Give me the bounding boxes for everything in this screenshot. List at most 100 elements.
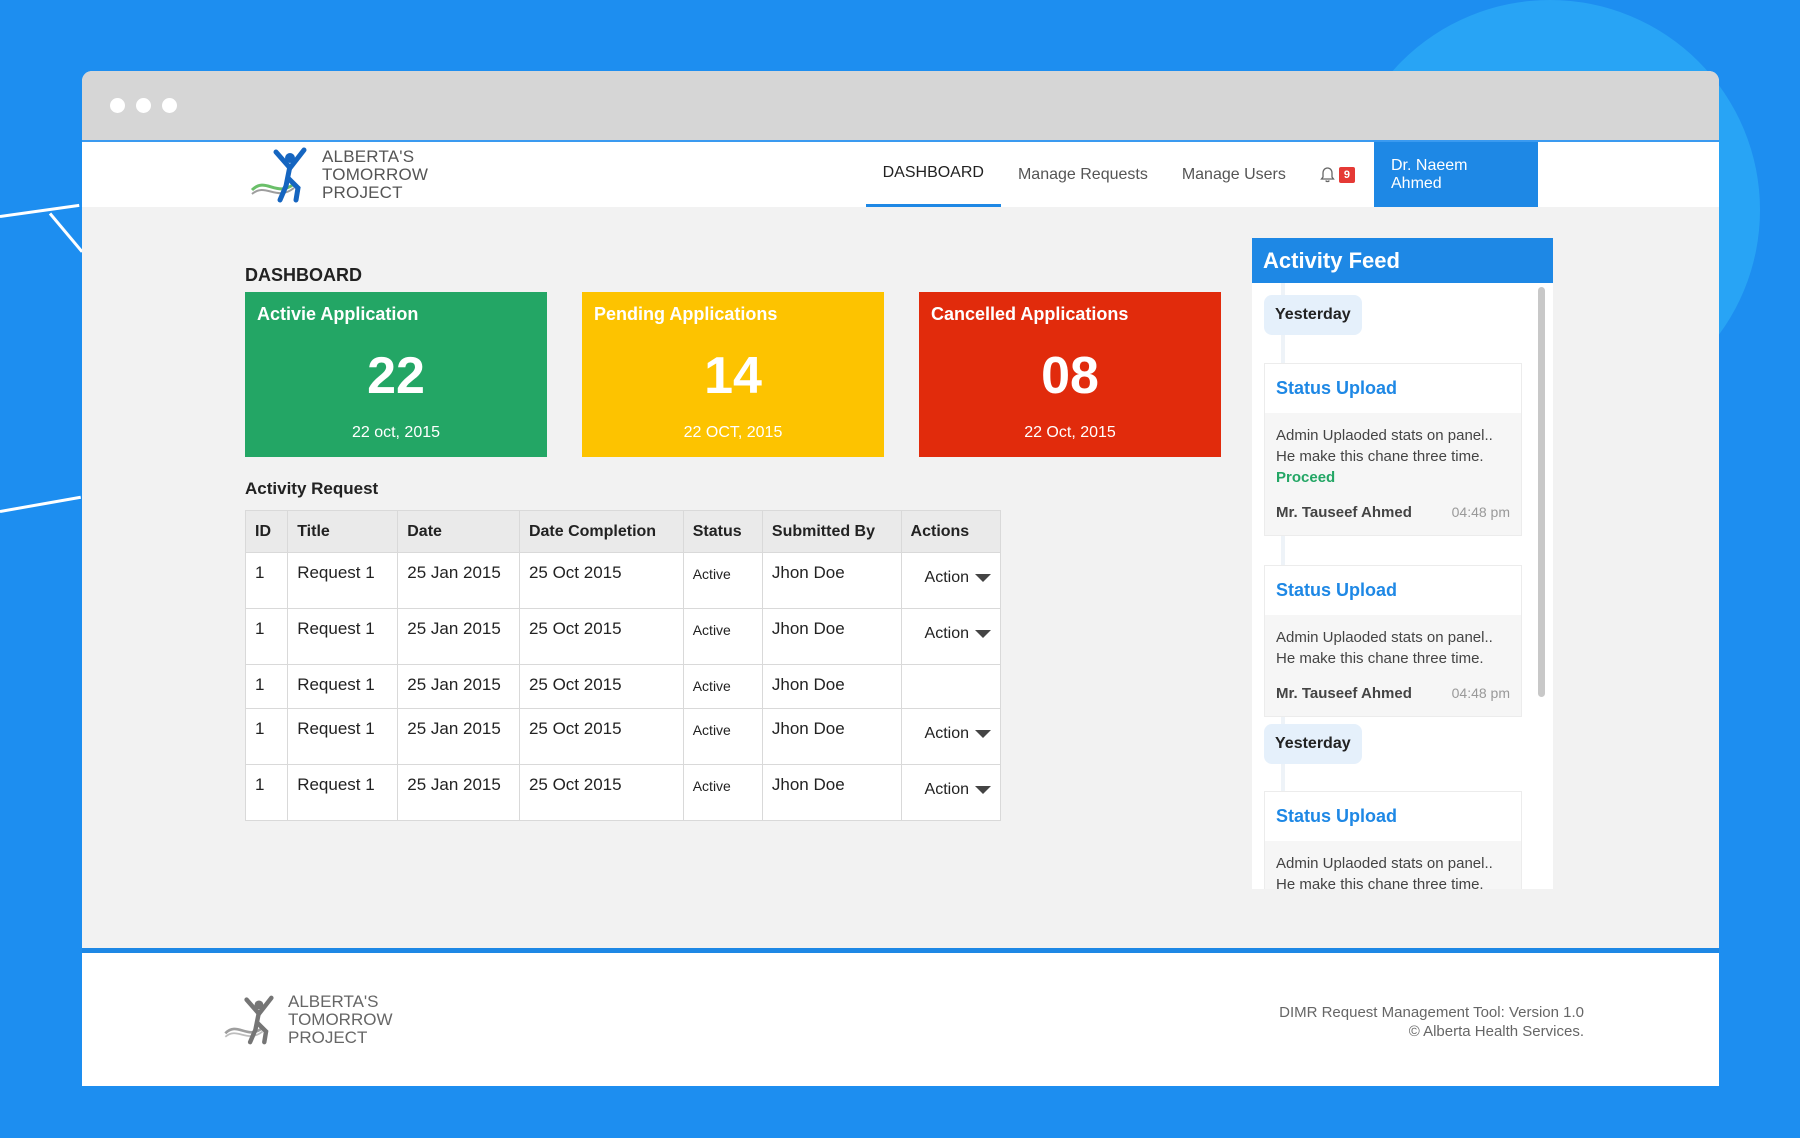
feed-item[interactable]: Status Upload Admin Uplaoded stats on pa… — [1264, 565, 1522, 717]
window-dot[interactable] — [110, 98, 125, 113]
background-line — [0, 495, 82, 513]
logo-line: Project — [322, 183, 403, 202]
nav-manage-requests[interactable]: Manage Requests — [1017, 165, 1148, 183]
chevron-down-icon — [975, 574, 991, 582]
column-header-actions[interactable]: Actions — [900, 510, 1002, 553]
column-header-id[interactable]: ID — [244, 510, 289, 553]
cell-date: 25 Jan 2015 — [397, 708, 520, 765]
app-logo[interactable]: Alberta's Tomorrow Project — [246, 146, 428, 204]
cell-date: 25 Jan 2015 — [397, 664, 520, 709]
feed-item[interactable]: Status Upload Admin Uplaoded stats on pa… — [1264, 791, 1522, 889]
feed-item-text: Admin Uplaoded stats on panel.. — [1276, 855, 1493, 872]
section-title-activity-request: Activity Request — [245, 479, 379, 498]
feed-item-body: Admin Uplaoded stats on panel.. He make … — [1265, 615, 1521, 716]
cell-completion: 25 Oct 2015 — [518, 708, 684, 765]
footer-divider — [82, 948, 1719, 953]
card-pending-applications[interactable]: Pending Applications 14 22 OCT, 2015 — [582, 292, 884, 457]
table-row: 1 Request 1 25 Jan 2015 25 Oct 2015 Acti… — [244, 552, 1002, 609]
cell-completion: 25 Oct 2015 — [518, 664, 684, 709]
window-dot[interactable] — [136, 98, 151, 113]
feed-item-title: Status Upload — [1265, 364, 1521, 413]
cell-id: 1 — [244, 608, 289, 665]
action-label: Action — [924, 625, 969, 642]
footer-copyright: © Alberta Health Services. — [1408, 1023, 1584, 1040]
feed-item-author: Mr. Tauseef Ahmed — [1276, 504, 1412, 521]
action-dropdown[interactable]: Action — [925, 569, 991, 587]
column-header-submitted-by[interactable]: Submitted By — [761, 510, 902, 553]
action-dropdown[interactable]: Action — [925, 625, 991, 643]
cell-status: Active — [682, 552, 763, 609]
activity-feed-panel: Activity Feed Yesterday Status Upload Ad… — [1252, 238, 1553, 889]
card-cancelled-applications[interactable]: Cancelled Applications 08 22 Oct, 2015 — [919, 292, 1221, 457]
feed-item-text: He make this chane three time. — [1276, 448, 1484, 465]
cell-id: 1 — [244, 664, 289, 709]
window-chrome — [82, 71, 1719, 140]
table-row: 1 Request 1 25 Jan 2015 25 Oct 2015 Acti… — [244, 664, 1002, 709]
action-dropdown[interactable]: Action — [925, 781, 991, 799]
column-header-status[interactable]: Status — [682, 510, 763, 553]
column-header-date[interactable]: Date — [397, 510, 520, 553]
table-header-row: ID Title Date Date Completion Status Sub… — [244, 510, 1002, 553]
page-title: DASHBOARD — [245, 265, 362, 285]
activity-feed-list[interactable]: Yesterday Status Upload Admin Uplaoded s… — [1252, 283, 1553, 889]
browser-window: Alberta's Tomorrow Project DASHBOARD Man… — [82, 71, 1719, 1086]
feed-item-body: Admin Uplaoded stats on panel.. He make … — [1265, 841, 1521, 889]
feed-item-status[interactable]: Proceed — [1276, 469, 1336, 486]
cell-actions: Action — [900, 608, 1002, 665]
card-title: Cancelled Applications — [931, 304, 1129, 324]
table-row: 1 Request 1 25 Jan 2015 25 Oct 2015 Acti… — [244, 608, 1002, 665]
nav-manage-users[interactable]: Manage Users — [1181, 165, 1286, 183]
cell-actions: Action — [900, 764, 1002, 821]
card-active-applications[interactable]: Activie Application 22 22 oct, 2015 — [245, 292, 547, 457]
cell-id: 1 — [244, 552, 289, 609]
notifications-button[interactable]: 9 — [1303, 142, 1372, 207]
cell-title: Request 1 — [287, 552, 399, 609]
logo-figure-icon — [250, 147, 307, 203]
column-header-date-completion[interactable]: Date Completion — [518, 510, 684, 553]
cell-id: 1 — [244, 708, 289, 765]
cell-submitted-by: Jhon Doe — [761, 552, 902, 609]
card-value: 14 — [704, 347, 762, 405]
top-header: Alberta's Tomorrow Project DASHBOARD Man… — [82, 140, 1719, 207]
cell-title: Request 1 — [287, 708, 399, 765]
card-date: 22 oct, 2015 — [351, 424, 441, 441]
feed-item-text: He make this chane three time. — [1276, 650, 1484, 667]
cell-submitted-by: Jhon Doe — [761, 608, 902, 665]
action-label: Action — [924, 569, 969, 586]
column-header-title[interactable]: Title — [287, 510, 399, 553]
footer-logo-text: Alberta's Tomorrow Project — [288, 993, 393, 1047]
feed-item[interactable]: Status Upload Admin Uplaoded stats on pa… — [1264, 363, 1522, 536]
feed-item-text: Admin Uplaoded stats on panel.. — [1276, 427, 1493, 444]
cell-submitted-by: Jhon Doe — [761, 708, 902, 765]
logo-line: Tomorrow — [322, 165, 429, 184]
feed-scrollbar[interactable] — [1538, 287, 1545, 697]
card-title: Activie Application — [257, 304, 419, 324]
cell-actions — [900, 664, 1002, 709]
feed-item-text: Admin Uplaoded stats on panel.. — [1276, 629, 1493, 646]
action-label: Action — [924, 725, 969, 742]
background-line — [48, 212, 84, 253]
notification-badge: 9 — [1338, 166, 1355, 183]
cell-actions: Action — [900, 552, 1002, 609]
nav-dashboard[interactable]: DASHBOARD — [865, 142, 1001, 207]
window-dot[interactable] — [162, 98, 177, 113]
cell-completion: 25 Oct 2015 — [518, 608, 684, 665]
activity-feed-title: Activity Feed — [1252, 238, 1553, 283]
cell-title: Request 1 — [287, 664, 399, 709]
feed-item-body: Admin Uplaoded stats on panel.. He make … — [1265, 413, 1521, 535]
cell-status: Active — [682, 664, 763, 709]
cell-date: 25 Jan 2015 — [397, 608, 520, 665]
feed-item-author: Mr. Tauseef Ahmed — [1276, 685, 1412, 702]
chevron-down-icon — [975, 730, 991, 738]
logo-line: Alberta's — [322, 147, 415, 166]
logo-line: Alberta's — [288, 992, 379, 1011]
chevron-down-icon — [975, 786, 991, 794]
card-title: Pending Applications — [594, 304, 778, 324]
logo-text: Alberta's Tomorrow Project — [322, 148, 428, 202]
feed-item-time: 04:48 pm — [1451, 685, 1510, 701]
user-menu-button[interactable]: Dr. Naeem Ahmed — [1374, 142, 1538, 207]
footer-logo[interactable]: Alberta's Tomorrow Project — [220, 991, 393, 1049]
footer-version: DIMR Request Management Tool: Version 1.… — [1279, 1004, 1584, 1021]
action-dropdown[interactable]: Action — [925, 725, 991, 743]
feed-item-time: 04:48 pm — [1451, 504, 1510, 520]
